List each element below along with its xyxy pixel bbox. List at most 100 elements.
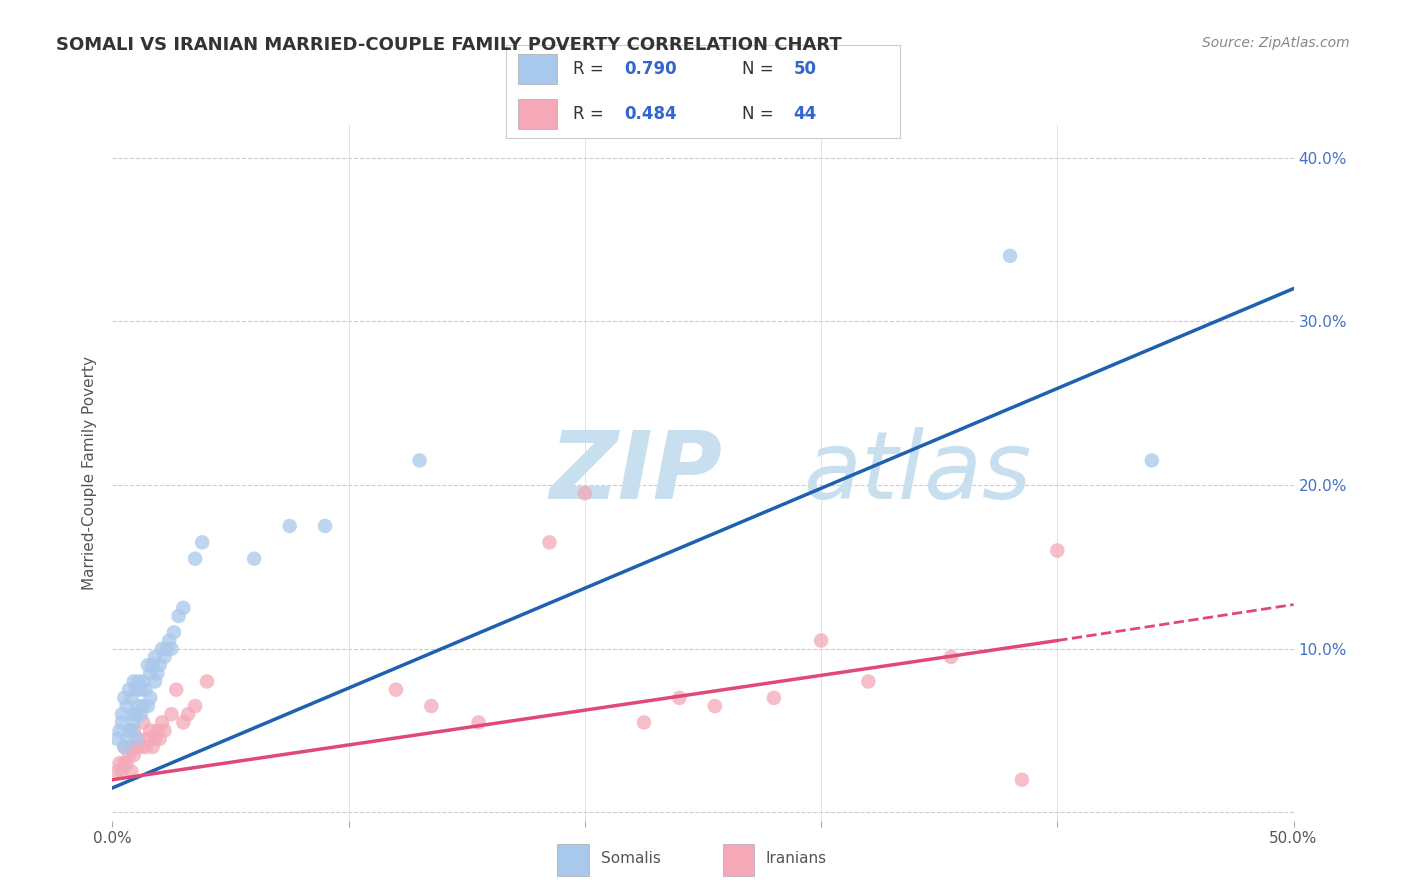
Point bbox=[132, 715, 155, 730]
Point bbox=[125, 707, 148, 722]
Point bbox=[136, 731, 159, 746]
Text: Source: ZipAtlas.com: Source: ZipAtlas.com bbox=[1202, 36, 1350, 50]
Point bbox=[136, 658, 159, 673]
Point bbox=[165, 682, 187, 697]
Point bbox=[120, 723, 142, 738]
Point bbox=[118, 682, 141, 697]
Point bbox=[105, 764, 128, 779]
Point bbox=[111, 764, 134, 779]
Point bbox=[132, 699, 155, 714]
Point bbox=[157, 633, 180, 648]
Point bbox=[125, 682, 148, 697]
Point bbox=[167, 609, 190, 624]
FancyBboxPatch shape bbox=[723, 844, 754, 876]
Point bbox=[132, 674, 155, 689]
Point bbox=[243, 551, 266, 566]
Point bbox=[129, 739, 152, 754]
Point bbox=[125, 731, 148, 746]
Point bbox=[115, 731, 138, 746]
Point bbox=[153, 649, 176, 664]
Point bbox=[127, 674, 149, 689]
Text: atlas: atlas bbox=[803, 427, 1032, 518]
Text: Somalis: Somalis bbox=[600, 851, 661, 866]
Point bbox=[143, 731, 166, 746]
FancyBboxPatch shape bbox=[517, 54, 557, 84]
Point bbox=[703, 699, 725, 714]
Point bbox=[136, 699, 159, 714]
Point bbox=[122, 674, 145, 689]
Point bbox=[112, 690, 135, 705]
Point bbox=[139, 723, 162, 738]
Point bbox=[108, 756, 131, 771]
Point bbox=[150, 641, 173, 656]
Point bbox=[139, 666, 162, 681]
Point bbox=[120, 739, 142, 754]
Point bbox=[1046, 543, 1069, 558]
Point bbox=[163, 625, 186, 640]
Point bbox=[574, 486, 596, 500]
Point bbox=[139, 690, 162, 705]
Point bbox=[191, 535, 214, 549]
Point bbox=[127, 731, 149, 746]
Point bbox=[408, 453, 430, 467]
Text: 0.484: 0.484 bbox=[624, 105, 676, 123]
Point bbox=[146, 723, 169, 738]
Text: ZIP: ZIP bbox=[550, 426, 723, 519]
Point bbox=[150, 715, 173, 730]
Point bbox=[160, 707, 183, 722]
Point bbox=[939, 649, 962, 664]
Point bbox=[146, 666, 169, 681]
FancyBboxPatch shape bbox=[557, 844, 589, 876]
Point bbox=[118, 723, 141, 738]
Point bbox=[1011, 772, 1033, 787]
Point bbox=[129, 707, 152, 722]
Point bbox=[111, 715, 134, 730]
Point bbox=[762, 690, 785, 705]
Point bbox=[142, 739, 165, 754]
Point bbox=[142, 658, 165, 673]
Point bbox=[108, 723, 131, 738]
Text: Iranians: Iranians bbox=[766, 851, 827, 866]
Y-axis label: Married-Couple Family Poverty: Married-Couple Family Poverty bbox=[82, 356, 97, 590]
Point bbox=[160, 641, 183, 656]
Text: R =: R = bbox=[574, 105, 609, 123]
Point bbox=[127, 699, 149, 714]
Point bbox=[177, 707, 200, 722]
Point bbox=[278, 519, 301, 533]
Point bbox=[153, 723, 176, 738]
Point bbox=[135, 682, 157, 697]
Point bbox=[998, 249, 1021, 263]
Text: 50: 50 bbox=[793, 60, 817, 78]
Point bbox=[156, 641, 179, 656]
Text: 44: 44 bbox=[793, 105, 817, 123]
Point bbox=[1140, 453, 1163, 467]
Text: N =: N = bbox=[742, 60, 779, 78]
Point bbox=[115, 756, 138, 771]
Point bbox=[143, 674, 166, 689]
Point bbox=[385, 682, 408, 697]
Point bbox=[122, 723, 145, 738]
Point bbox=[538, 535, 561, 549]
Point bbox=[122, 715, 145, 730]
Point bbox=[184, 699, 207, 714]
Point bbox=[122, 748, 145, 763]
Text: SOMALI VS IRANIAN MARRIED-COUPLE FAMILY POVERTY CORRELATION CHART: SOMALI VS IRANIAN MARRIED-COUPLE FAMILY … bbox=[56, 36, 842, 54]
Point bbox=[120, 690, 142, 705]
Point bbox=[105, 731, 128, 746]
Point bbox=[115, 699, 138, 714]
FancyBboxPatch shape bbox=[517, 99, 557, 129]
Point bbox=[668, 690, 690, 705]
Point bbox=[467, 715, 489, 730]
Point bbox=[184, 551, 207, 566]
Text: N =: N = bbox=[742, 105, 779, 123]
Text: 0.790: 0.790 bbox=[624, 60, 676, 78]
Point bbox=[122, 707, 145, 722]
Text: R =: R = bbox=[574, 60, 609, 78]
Point bbox=[195, 674, 218, 689]
Point bbox=[112, 739, 135, 754]
Point bbox=[172, 600, 194, 615]
Point bbox=[112, 756, 135, 771]
Point bbox=[149, 731, 172, 746]
Point bbox=[112, 739, 135, 754]
Point bbox=[858, 674, 880, 689]
